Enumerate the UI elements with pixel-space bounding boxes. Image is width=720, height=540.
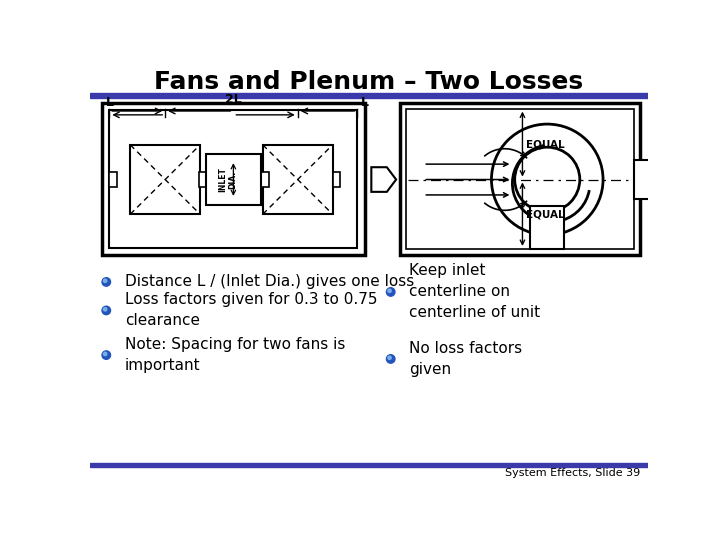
Text: Loss factors given for 0.3 to 0.75
clearance: Loss factors given for 0.3 to 0.75 clear… — [125, 293, 377, 328]
Polygon shape — [372, 167, 396, 192]
Circle shape — [515, 147, 580, 212]
Bar — [206, 154, 261, 205]
Text: Fans and Plenum – Two Losses: Fans and Plenum – Two Losses — [154, 70, 584, 94]
Text: L: L — [361, 96, 369, 109]
Bar — [400, 103, 640, 255]
Bar — [263, 145, 333, 214]
Circle shape — [388, 356, 391, 360]
Bar — [109, 110, 357, 248]
Bar — [261, 172, 269, 187]
Circle shape — [102, 306, 111, 315]
Text: INLET: INLET — [218, 167, 227, 192]
Text: Keep inlet
centerline on
centerline of unit: Keep inlet centerline on centerline of u… — [409, 264, 541, 320]
Bar — [102, 103, 365, 255]
Text: EQUAL: EQUAL — [526, 209, 565, 219]
Bar — [109, 172, 117, 187]
Circle shape — [104, 352, 107, 356]
Circle shape — [104, 308, 107, 311]
Text: DIA.: DIA. — [228, 171, 237, 188]
Text: L: L — [106, 96, 114, 109]
Text: Note: Spacing for two fans is
important: Note: Spacing for two fans is important — [125, 337, 346, 373]
Bar — [90, 93, 648, 98]
Bar — [634, 160, 649, 199]
Text: System Effects, Slide 39: System Effects, Slide 39 — [505, 468, 640, 478]
Text: Distance L / (Inlet Dia.) gives one loss: Distance L / (Inlet Dia.) gives one loss — [125, 274, 414, 289]
Text: EQUAL: EQUAL — [526, 139, 565, 149]
Bar — [530, 206, 564, 249]
Circle shape — [492, 124, 603, 235]
Bar — [406, 109, 634, 249]
Bar — [90, 463, 648, 467]
Circle shape — [387, 355, 395, 363]
Bar — [333, 172, 341, 187]
Circle shape — [102, 351, 111, 359]
Text: No loss factors
given: No loss factors given — [409, 341, 523, 377]
Circle shape — [104, 279, 107, 282]
Bar — [130, 145, 200, 214]
Circle shape — [387, 288, 395, 296]
Circle shape — [102, 278, 111, 286]
Circle shape — [388, 289, 391, 293]
Bar — [199, 172, 206, 187]
Text: 2L: 2L — [225, 93, 242, 106]
